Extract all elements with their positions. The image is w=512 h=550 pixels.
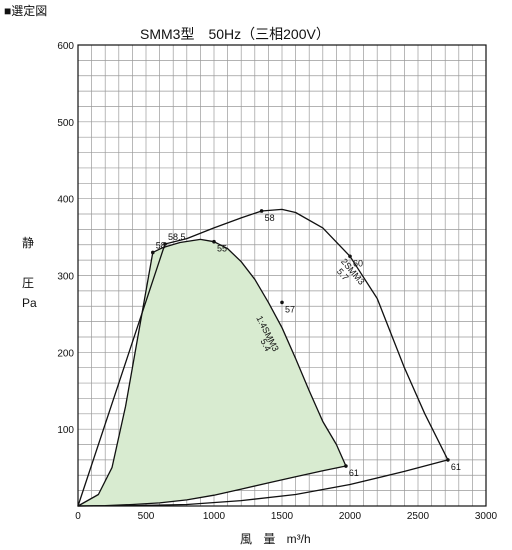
annotation-dot xyxy=(151,250,155,255)
annotation-label: 58 xyxy=(156,240,166,250)
annotation-label: 61 xyxy=(451,462,461,472)
y-tick-label: 300 xyxy=(57,272,74,283)
y-axis-label-2: 圧 xyxy=(22,276,35,290)
y-tick-label: 400 xyxy=(57,195,74,206)
x-tick-label: 2500 xyxy=(407,511,430,522)
x-tick-label: 2000 xyxy=(339,511,362,522)
y-axis-label-3: Pa xyxy=(22,296,37,310)
x-tick-label: 3000 xyxy=(475,511,498,522)
y-tick-label: 100 xyxy=(57,425,74,436)
annotation-label: 55 xyxy=(217,244,227,254)
annotation-dot xyxy=(446,458,450,462)
annotation-dot xyxy=(280,300,284,305)
annotation-dot xyxy=(259,209,264,213)
annotation-label: 60 xyxy=(353,258,363,268)
annotation-dot xyxy=(344,464,348,468)
annotation-dot xyxy=(212,239,216,244)
figure-header: ■選定図 xyxy=(4,4,48,18)
annotation-label: 58.5 xyxy=(168,232,186,242)
annotation-dot xyxy=(163,242,167,246)
annotation-dot xyxy=(348,254,352,259)
y-tick-label: 200 xyxy=(57,348,74,359)
y-axis-label-1: 静 xyxy=(22,236,35,250)
annotation-label: 58 xyxy=(265,213,275,223)
x-tick-label: 1500 xyxy=(271,511,294,522)
chart-title: SMM3型 50Hz（三相200V） xyxy=(140,26,330,42)
x-tick-label: 0 xyxy=(75,511,81,522)
plot-frame xyxy=(77,44,487,507)
series-curve-0 xyxy=(77,238,347,507)
y-tick-label: 600 xyxy=(57,41,74,52)
x-tick-label: 500 xyxy=(138,511,155,522)
x-tick-label: 1000 xyxy=(203,511,226,522)
annotation-label: 57 xyxy=(285,304,295,314)
x-axis-label: 風 量 m³/h xyxy=(240,532,311,546)
series-curve-1 xyxy=(77,208,449,507)
y-tick-label: 500 xyxy=(57,118,74,129)
annotation-label: 61 xyxy=(349,468,359,478)
